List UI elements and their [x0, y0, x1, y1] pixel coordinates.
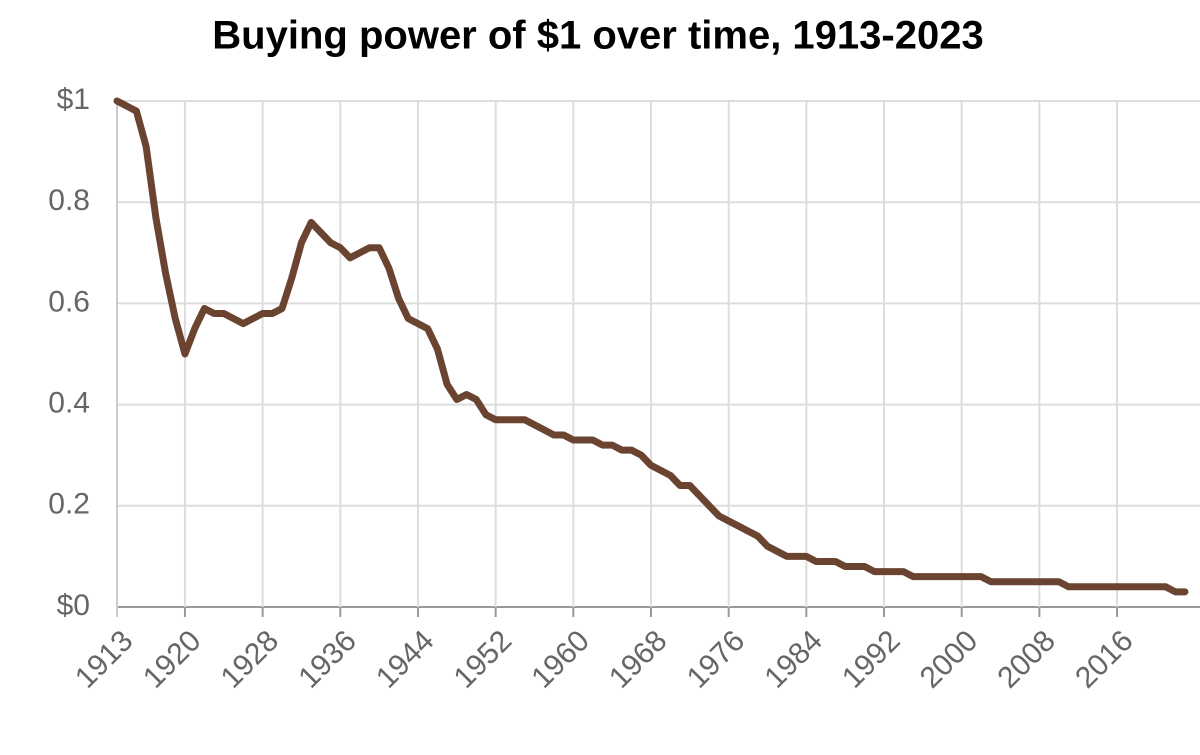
x-tick-label: 1928 [215, 624, 286, 695]
y-tick-label: 0.4 [48, 387, 90, 420]
x-tick-label: 1960 [525, 624, 596, 695]
y-tick-label: 0.2 [48, 488, 90, 521]
y-tick-label: $0 [57, 589, 90, 622]
y-tick-label: 0.8 [48, 184, 90, 217]
data-line [113, 97, 1189, 596]
x-tick-label: 1968 [603, 624, 674, 695]
x-tick-label: 2016 [1069, 624, 1140, 695]
x-tick-label: 1984 [758, 624, 829, 695]
y-tick-label: $1 [57, 83, 90, 116]
x-tick-label: 1992 [836, 624, 907, 695]
x-tick-label: 1920 [137, 624, 208, 695]
x-tick-label: 1976 [681, 624, 752, 695]
x-tick-label: 1944 [370, 624, 441, 695]
chart-title: Buying power of $1 over time, 1913-2023 [212, 14, 983, 58]
x-tick-label: 2008 [991, 624, 1062, 695]
x-tick-label: 1952 [448, 624, 519, 695]
x-tick-label: 1913 [69, 624, 140, 695]
x-tick-label: 2000 [914, 624, 985, 695]
y-tick-label: 0.6 [48, 285, 90, 318]
x-tick-label: 1936 [292, 624, 363, 695]
